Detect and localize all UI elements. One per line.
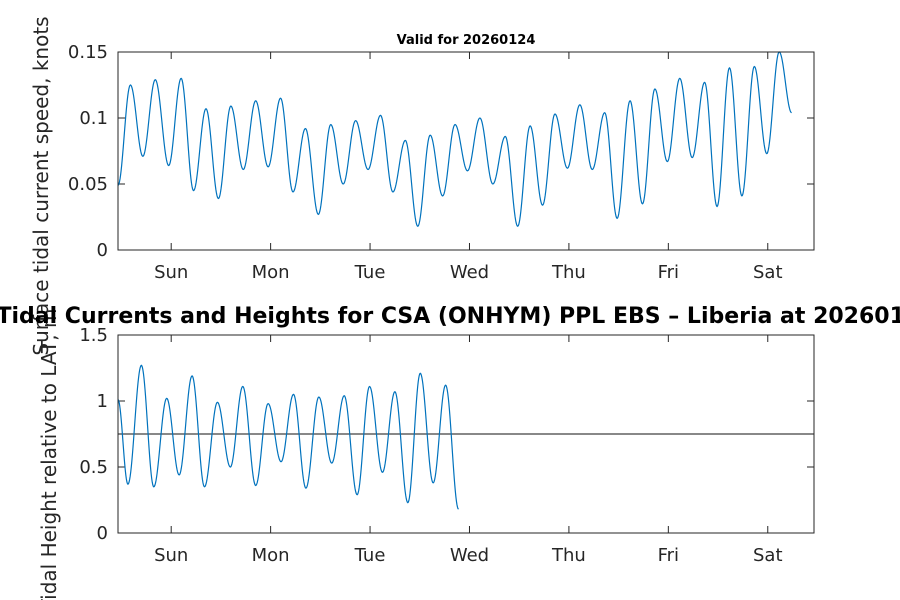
tidal-height-y-tick-label: 0.5	[79, 457, 108, 478]
current-speed-y-tick-label: 0.15	[68, 42, 108, 63]
tidal-height-x-tick-label: Sun	[154, 545, 188, 566]
current-speed-x-tick-label: Fri	[658, 262, 679, 283]
tidal-height-x-tick-labels: Sun Mon Tue Wed Thu Fri Sat	[154, 545, 782, 566]
current-speed-plot-area	[118, 52, 814, 250]
tidal-height-x-tick-label: Tue	[354, 545, 386, 566]
tidal-height-x-tick-label: Sat	[753, 545, 783, 566]
tidal-height-y-tick-labels: 0 0.5 1 1.5	[79, 325, 108, 544]
current-speed-y-tick-label: 0.05	[68, 174, 108, 195]
tidal-height-panel: 0 0.5 1 1.5 Sun Mon Tue Wed Thu Fri Sat	[79, 325, 815, 566]
current-speed-y-tick-label: 0.1	[79, 108, 108, 129]
current-speed-x-tick-label: Thu	[551, 262, 586, 283]
tidal-height-y-axis-label: Tidal Height relative to LAT, m	[37, 309, 61, 600]
current-speed-x-tick-label: Sat	[753, 262, 783, 283]
tidal-height-y-tick-label: 1.5	[79, 325, 108, 346]
tidal-height-x-tick-label: Thu	[551, 545, 586, 566]
current-speed-axes-box	[117, 51, 815, 251]
current-speed-ticks	[118, 51, 814, 251]
current-speed-x-tick-label: Wed	[450, 262, 489, 283]
current-speed-series-line	[117, 51, 792, 227]
current-speed-panel: Valid for 20260124 0 0.05 0.1 0.15 Sun Mon Tu…	[68, 33, 815, 283]
current-speed-x-tick-label: Tue	[354, 262, 386, 283]
tidal-height-axes-box	[117, 334, 815, 534]
tidal-height-y-tick-label: 1	[97, 391, 108, 412]
current-speed-title: Valid for 20260124	[397, 33, 536, 48]
current-speed-y-tick-labels: 0 0.05 0.1 0.15	[68, 42, 108, 261]
tidal-height-y-tick-label: 0	[97, 523, 108, 544]
main-chart-title: Tidal Currents and Heights for CSA (ONHY…	[0, 304, 900, 329]
tidal-height-series-line	[117, 364, 459, 510]
current-speed-y-axis-label: Surface tidal current speed, knots	[29, 16, 53, 355]
current-speed-x-tick-labels: Sun Mon Tue Wed Thu Fri Sat	[154, 262, 782, 283]
tidal-height-x-tick-label: Fri	[658, 545, 679, 566]
current-speed-x-tick-label: Sun	[154, 262, 188, 283]
tidal-height-x-tick-label: Wed	[450, 545, 489, 566]
current-speed-x-tick-label: Mon	[252, 262, 290, 283]
current-speed-y-tick-label: 0	[97, 240, 108, 261]
tidal-height-x-tick-label: Mon	[252, 545, 290, 566]
